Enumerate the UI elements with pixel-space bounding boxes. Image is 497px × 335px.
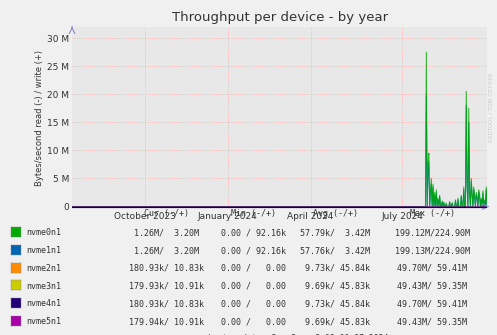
Text: Last update: Sun Sep  8 09:00:07 2024: Last update: Sun Sep 8 09:00:07 2024 [208, 334, 388, 335]
Text: 199.13M/224.90M: 199.13M/224.90M [395, 246, 470, 255]
Text: Avg (-/+): Avg (-/+) [313, 209, 358, 218]
Text: nvme1n1: nvme1n1 [26, 246, 61, 255]
Text: nvme2n1: nvme2n1 [26, 264, 61, 273]
Text: 49.70M/ 59.41M: 49.70M/ 59.41M [398, 264, 467, 273]
Text: 1.26M/  3.20M: 1.26M/ 3.20M [134, 228, 199, 237]
Text: 179.93k/ 10.91k: 179.93k/ 10.91k [129, 282, 204, 290]
Text: 0.00 /   0.00: 0.00 / 0.00 [221, 264, 286, 273]
Text: 180.93k/ 10.83k: 180.93k/ 10.83k [129, 264, 204, 273]
Text: 0.00 / 92.16k: 0.00 / 92.16k [221, 246, 286, 255]
Text: 9.69k/ 45.83k: 9.69k/ 45.83k [301, 317, 370, 326]
Text: 9.69k/ 45.83k: 9.69k/ 45.83k [301, 282, 370, 290]
Text: 49.43M/ 59.35M: 49.43M/ 59.35M [398, 317, 467, 326]
Text: 0.00 /   0.00: 0.00 / 0.00 [221, 317, 286, 326]
Text: 57.79k/  3.42M: 57.79k/ 3.42M [301, 228, 370, 237]
Text: 1.26M/  3.20M: 1.26M/ 3.20M [134, 246, 199, 255]
Text: nvme5n1: nvme5n1 [26, 317, 61, 326]
Text: 57.76k/  3.42M: 57.76k/ 3.42M [301, 246, 370, 255]
Text: 0.00 / 92.16k: 0.00 / 92.16k [221, 228, 286, 237]
Text: Max (-/+): Max (-/+) [410, 209, 455, 218]
Text: 180.93k/ 10.83k: 180.93k/ 10.83k [129, 299, 204, 308]
Text: RRDTOOL / TOBI OETIKER: RRDTOOL / TOBI OETIKER [489, 72, 494, 142]
Text: 199.12M/224.90M: 199.12M/224.90M [395, 228, 470, 237]
Text: nvme0n1: nvme0n1 [26, 228, 61, 237]
Text: nvme3n1: nvme3n1 [26, 282, 61, 290]
Text: 0.00 /   0.00: 0.00 / 0.00 [221, 282, 286, 290]
Y-axis label: Bytes/second read (-) / write (+): Bytes/second read (-) / write (+) [35, 50, 44, 186]
Text: nvme4n1: nvme4n1 [26, 299, 61, 308]
Text: 179.94k/ 10.91k: 179.94k/ 10.91k [129, 317, 204, 326]
Text: 49.70M/ 59.41M: 49.70M/ 59.41M [398, 299, 467, 308]
Text: Min (-/+): Min (-/+) [231, 209, 276, 218]
Title: Throughput per device - by year: Throughput per device - by year [171, 11, 388, 24]
Text: 0.00 /   0.00: 0.00 / 0.00 [221, 299, 286, 308]
Text: 9.73k/ 45.84k: 9.73k/ 45.84k [301, 264, 370, 273]
Text: Cur (-/+): Cur (-/+) [144, 209, 189, 218]
Text: 9.73k/ 45.84k: 9.73k/ 45.84k [301, 299, 370, 308]
Text: 49.43M/ 59.35M: 49.43M/ 59.35M [398, 282, 467, 290]
